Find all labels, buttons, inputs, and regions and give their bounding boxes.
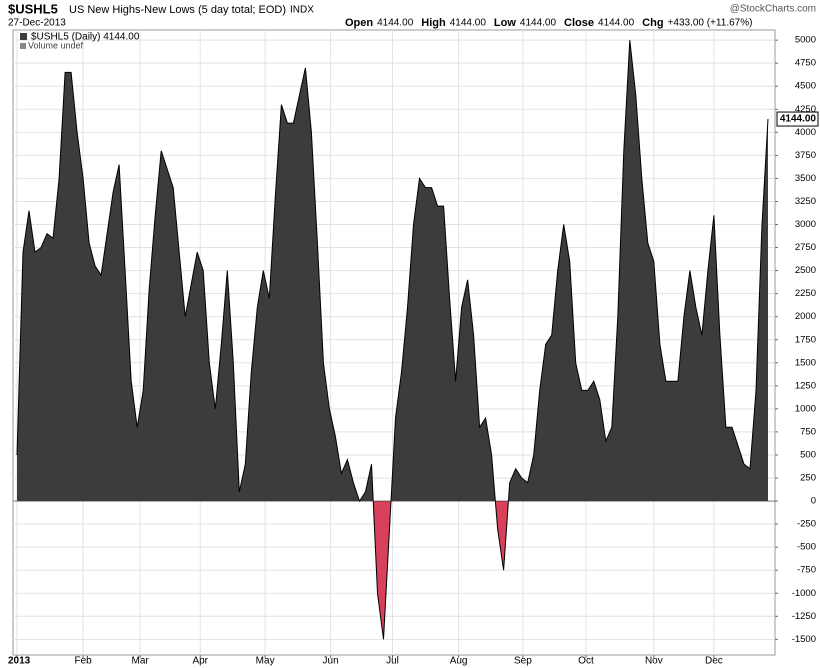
legend-swatch xyxy=(20,33,27,40)
y-tick-label: 2500 xyxy=(795,265,816,276)
quote-value: 4144.00 xyxy=(520,18,557,29)
y-tick-label: -1000 xyxy=(792,588,816,599)
x-tick-label: Sep xyxy=(514,656,532,667)
quote-value: 4144.00 xyxy=(598,18,635,29)
legend-swatch xyxy=(20,43,26,49)
y-tick-label: 5000 xyxy=(795,35,816,46)
y-tick-label: 2250 xyxy=(795,288,816,299)
quote-label: Low xyxy=(494,17,516,29)
y-tick-label: 2750 xyxy=(795,242,816,253)
x-tick-label: Dec xyxy=(705,656,723,667)
y-tick-label: 750 xyxy=(800,426,816,437)
y-tick-label: -1500 xyxy=(792,634,816,645)
y-tick-label: -750 xyxy=(797,565,816,576)
y-tick-label: 500 xyxy=(800,449,816,460)
x-tick-label: Jun xyxy=(323,656,339,667)
y-tick-label: 1250 xyxy=(795,380,816,391)
y-tick-label: 3500 xyxy=(795,173,816,184)
y-tick-label: 250 xyxy=(800,473,816,484)
y-tick-label: 4750 xyxy=(795,58,816,69)
x-tick-label: Apr xyxy=(192,656,208,667)
y-tick-label: -250 xyxy=(797,519,816,530)
x-tick-label: 2013 xyxy=(8,656,31,667)
y-tick-label: 4000 xyxy=(795,127,816,138)
x-tick-label: Mar xyxy=(132,656,150,667)
source: @StockCharts.com xyxy=(730,4,816,15)
y-tick-label: -500 xyxy=(797,542,816,553)
quote-label: High xyxy=(421,17,446,29)
line xyxy=(16,40,769,640)
y-tick-label: 3250 xyxy=(795,196,816,207)
y-tick-label: 1500 xyxy=(795,357,816,368)
quote: Open 4144.00 High 4144.00 Low 4144.00 Close 414… xyxy=(345,17,752,29)
y-tick-label: 3750 xyxy=(795,150,816,161)
date: 27-Dec-2013 xyxy=(8,18,66,29)
y-tick-label: 2000 xyxy=(795,311,816,322)
y-tick-label: 0 xyxy=(811,496,816,507)
exchange: INDX xyxy=(290,5,314,16)
y-tick-label: -1250 xyxy=(792,611,816,622)
x-tick-label: May xyxy=(256,656,275,667)
y-tick-label: 4500 xyxy=(795,81,816,92)
y-tick-label: 1000 xyxy=(795,403,816,414)
y-tick-label: 4250 xyxy=(795,104,816,115)
y-tick-label: 3000 xyxy=(795,219,816,230)
quote-label: Close xyxy=(564,17,594,29)
chart-title: US New Highs-New Lows (5 day total; EOD) xyxy=(69,4,286,16)
x-tick-label: Feb xyxy=(74,656,92,667)
quote-value: +433.00 (+11.67%) xyxy=(668,18,753,29)
x-tick-label: Nov xyxy=(645,656,663,667)
x-tick-label: Oct xyxy=(578,656,594,667)
last-value-box xyxy=(776,111,819,127)
quote-label: Chg xyxy=(642,17,663,29)
symbol: $USHL5 xyxy=(8,1,58,16)
quote-value: 4144.00 xyxy=(450,18,487,29)
quote-label: Open xyxy=(345,17,373,29)
area-positive xyxy=(17,40,768,502)
legend-label: $USHL5 (Daily) 4144.00 xyxy=(31,32,140,43)
x-tick-label: Aug xyxy=(450,656,468,667)
y-tick-label: 1750 xyxy=(795,334,816,345)
last-value-label: 4144.00 xyxy=(780,114,817,125)
legend-label: Volume undef xyxy=(28,40,84,50)
quote-value: 4144.00 xyxy=(377,18,414,29)
x-tick-label: Jul xyxy=(386,656,399,667)
